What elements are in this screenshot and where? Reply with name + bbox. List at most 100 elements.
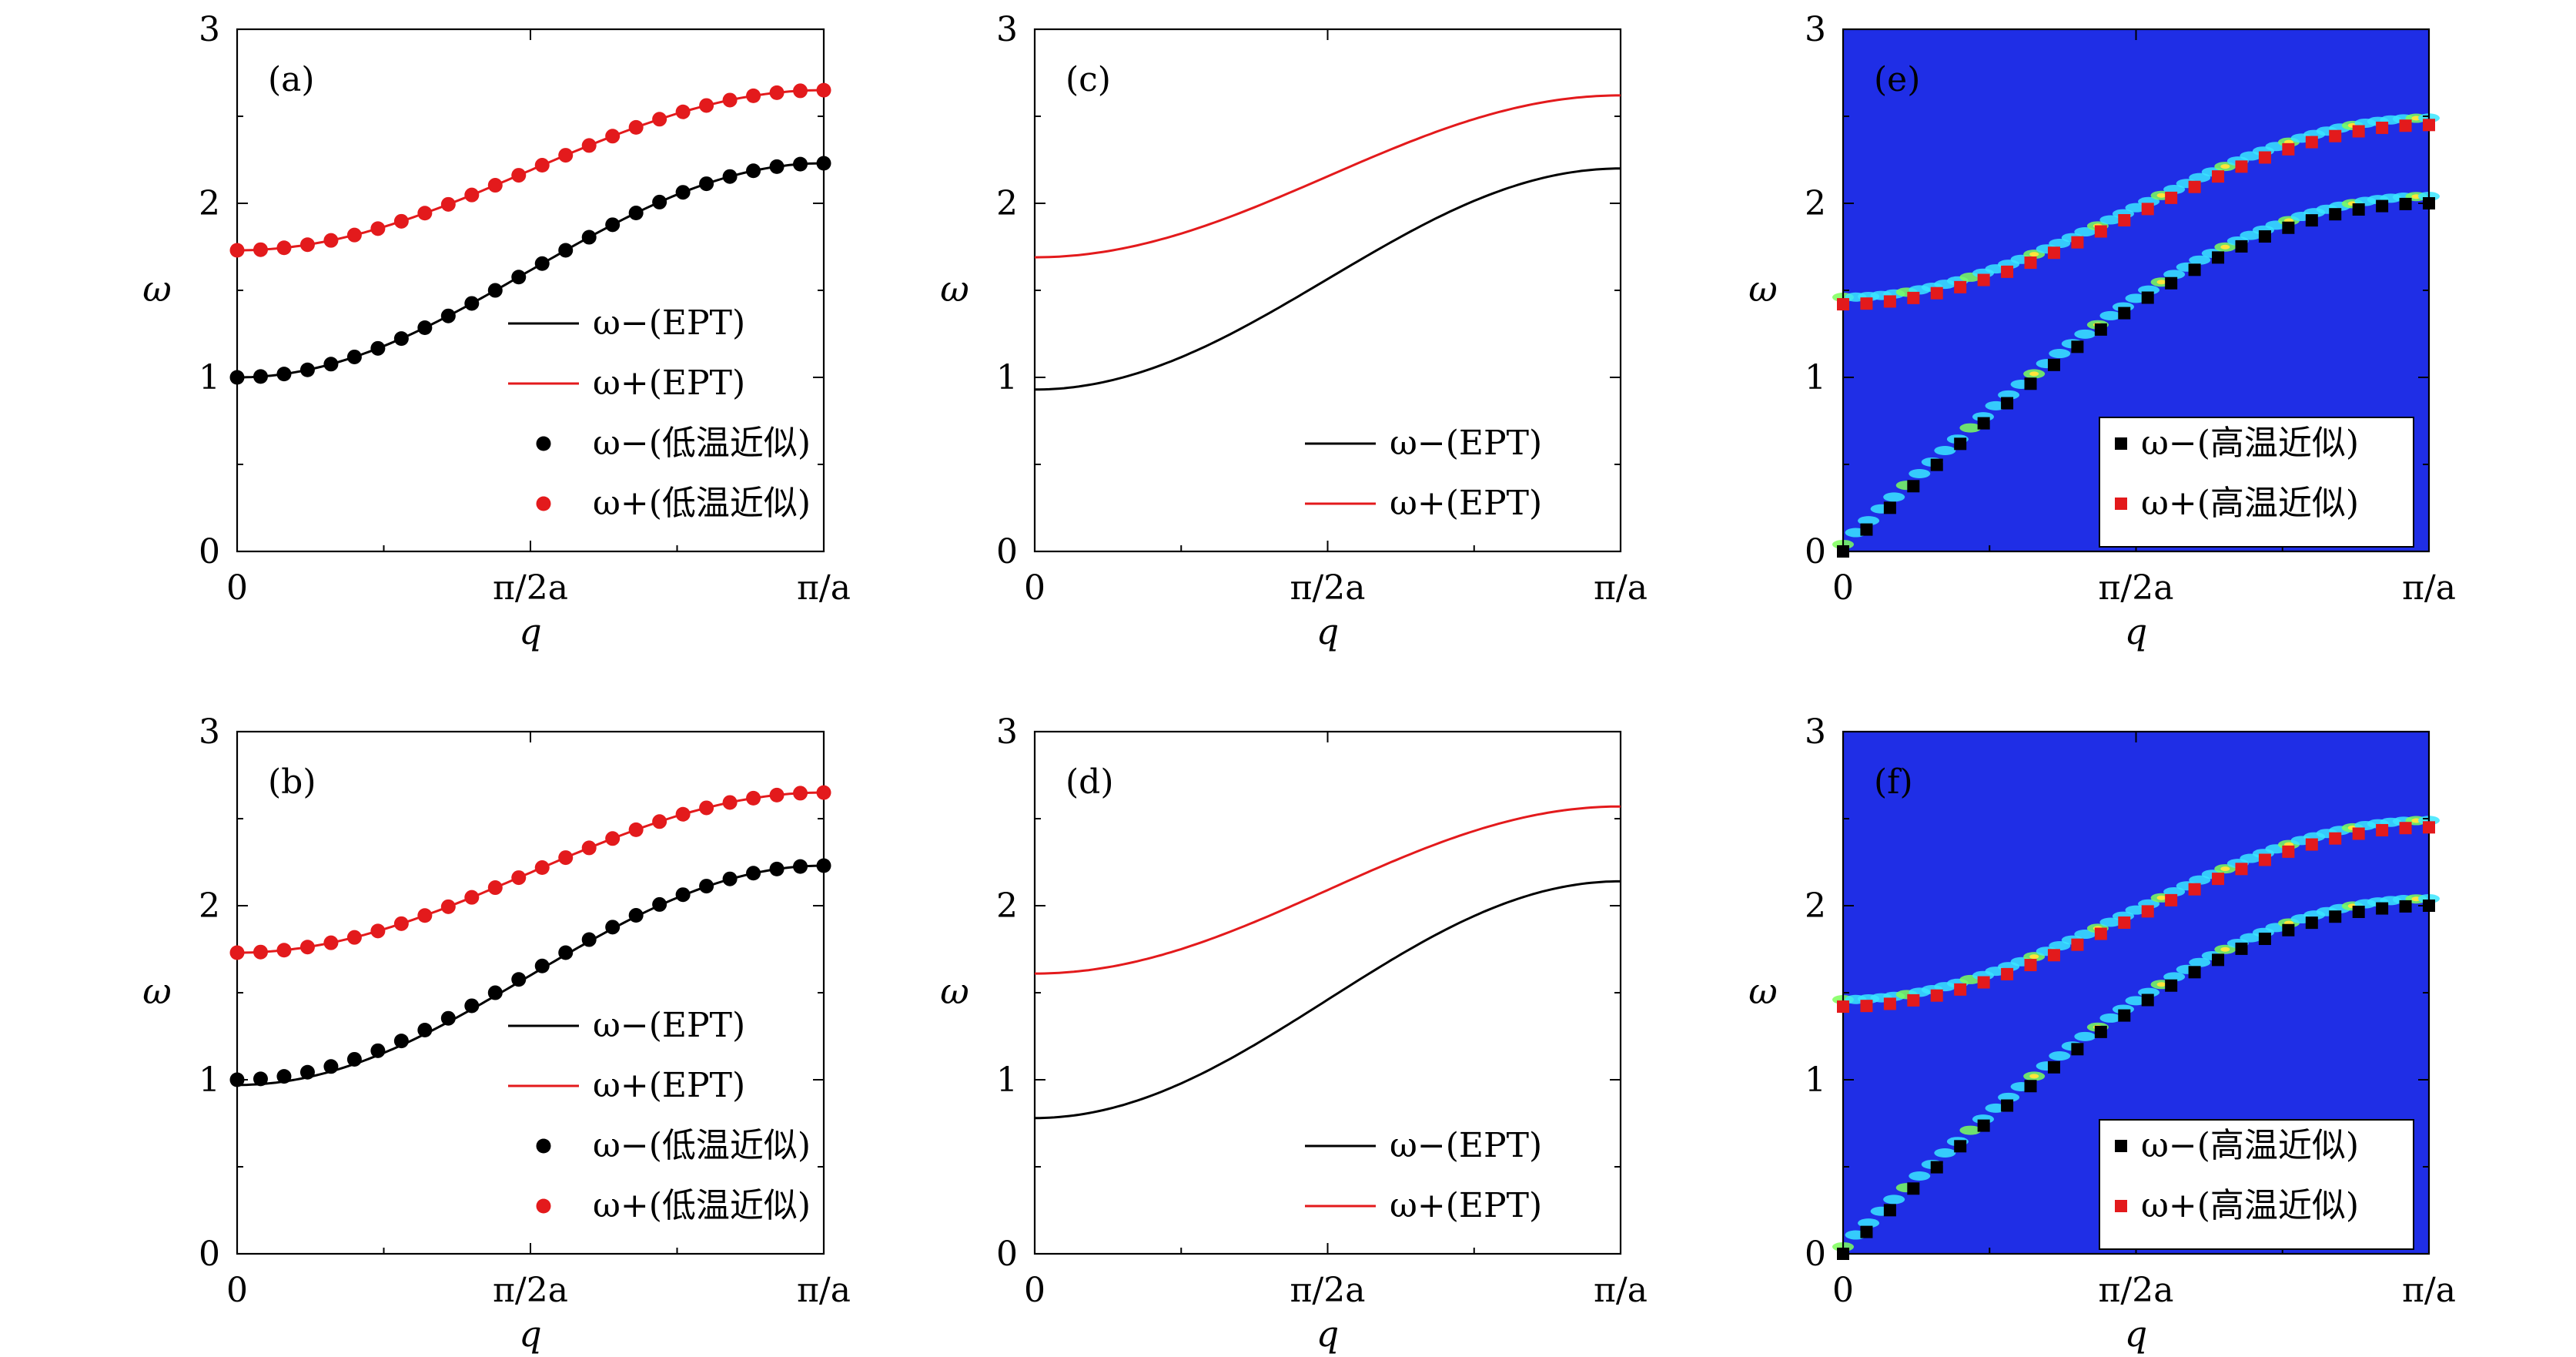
panel-label: (e)	[1874, 60, 1920, 99]
x-tick-label: 0	[1832, 568, 1854, 608]
y-tick-label: 3	[1805, 712, 1826, 752]
x-tick-label: π/2a	[493, 568, 568, 608]
heatmap-streak	[2189, 957, 2211, 967]
data-point	[558, 243, 574, 258]
heatmap-streak	[1909, 468, 1931, 478]
series-line	[1035, 805, 1621, 975]
data-point	[2001, 1099, 2014, 1112]
heatmap-streak	[2074, 329, 2096, 339]
data-point	[2376, 199, 2389, 213]
data-point	[2235, 160, 2248, 173]
y-axis-title: ω	[1748, 268, 1778, 310]
x-tick-label: 0	[1024, 1271, 1045, 1310]
data-point	[2118, 1009, 2131, 1022]
data-point	[1907, 291, 1920, 304]
data-point	[722, 795, 738, 810]
x-axis-title: q	[1316, 611, 1339, 652]
data-point	[2305, 838, 2318, 851]
heatmap-streak	[2074, 227, 2096, 237]
data-point	[2047, 1060, 2060, 1074]
legend-box	[2099, 1119, 2414, 1250]
data-point	[464, 890, 480, 905]
data-point	[628, 908, 644, 923]
x-tick-label: π/2a	[1290, 1271, 1366, 1310]
data-point	[511, 270, 527, 285]
x-tick-label: π/2a	[1290, 568, 1366, 608]
legend-label: ω+(低温近似)	[593, 484, 811, 523]
data-point	[440, 1010, 456, 1026]
data-point	[2071, 938, 2084, 951]
data-point	[628, 119, 644, 135]
y-tick-label: 3	[1805, 10, 1826, 49]
data-point	[2212, 873, 2225, 886]
legend-marker-swatch	[536, 436, 551, 451]
plot-frame	[236, 28, 825, 553]
data-point	[2047, 246, 2060, 260]
panel-f: 0 1 2 3 0 π/2a π/a q ω (f) ω−(高温近似) ω+(高温近似)	[1748, 712, 2456, 1355]
data-point	[2212, 170, 2225, 183]
y-axis-title: ω	[940, 970, 969, 1012]
data-point	[417, 320, 433, 335]
data-point	[2118, 307, 2131, 320]
data-point	[2141, 291, 2154, 304]
legend-label: ω−(EPT)	[593, 1006, 745, 1045]
series-line	[237, 162, 825, 379]
data-point	[769, 159, 785, 174]
data-point	[793, 156, 808, 172]
panel-d: 0 1 2 3 0 π/2a π/a q ω (d) ω−(EPT) ω+(EPT)	[940, 712, 1648, 1355]
data-point	[253, 242, 268, 257]
data-point	[2329, 129, 2342, 142]
y-tick-label: 3	[996, 10, 1018, 49]
data-point	[393, 916, 409, 931]
data-point	[699, 176, 714, 192]
y-axis-title: ω	[940, 268, 969, 310]
data-point	[2141, 203, 2154, 216]
y-axis-title: ω	[142, 970, 172, 1012]
x-tick-label: π/a	[797, 568, 851, 608]
heatmap-streak	[1858, 516, 1880, 526]
y-tick-label: 1	[199, 1060, 220, 1100]
data-point	[253, 1071, 268, 1087]
data-point	[722, 169, 738, 184]
series-line	[236, 864, 825, 1087]
heatmap-peak	[2220, 866, 2230, 872]
data-point	[675, 887, 691, 903]
panel-label: (d)	[1066, 762, 1114, 802]
panel-b: 0 1 2 3 0 π/2a π/a q ω (b) ω−(EPT) ω+(EPT) ω−(低温近似) ω…	[142, 712, 851, 1355]
data-point	[2118, 916, 2131, 929]
data-point	[440, 308, 456, 323]
heatmap-streak	[1959, 1125, 1982, 1135]
y-axis-title: ω	[1748, 970, 1778, 1012]
y-tick-label: 2	[199, 184, 220, 223]
data-point	[2212, 953, 2225, 967]
data-point	[393, 331, 409, 347]
data-point	[2047, 949, 2060, 962]
data-point	[1837, 1248, 1849, 1260]
data-point	[1837, 298, 1849, 311]
data-point	[793, 859, 808, 874]
x-tick-label: π/2a	[493, 1271, 568, 1310]
legend-label: ω+(高温近似)	[2141, 1186, 2359, 1225]
legend-label: ω−(EPT)	[1390, 424, 1542, 463]
x-tick-label: π/a	[2402, 568, 2456, 608]
data-point	[2141, 993, 2154, 1007]
heatmap-streak	[2125, 996, 2147, 1006]
data-point	[1977, 1119, 1990, 1132]
data-point	[558, 148, 574, 163]
plot-frame	[236, 730, 825, 1255]
x-tick-label: 0	[226, 1271, 248, 1310]
data-point	[2165, 276, 2178, 290]
panel-c: 0 1 2 3 0 π/2a π/a q ω (c) ω−(EPT) ω+(EPT)	[940, 10, 1648, 652]
heatmap-streak	[2049, 349, 2071, 359]
legend-label: ω−(EPT)	[1390, 1126, 1542, 1165]
data-point	[487, 283, 503, 298]
data-point	[1930, 286, 1943, 300]
heatmap-streak	[2189, 875, 2211, 885]
data-point	[581, 840, 597, 856]
data-point	[2376, 823, 2389, 836]
data-point	[746, 866, 761, 881]
data-point	[581, 932, 597, 947]
data-point	[276, 240, 292, 256]
legend-box	[2099, 417, 2414, 548]
data-point	[1977, 273, 1990, 286]
